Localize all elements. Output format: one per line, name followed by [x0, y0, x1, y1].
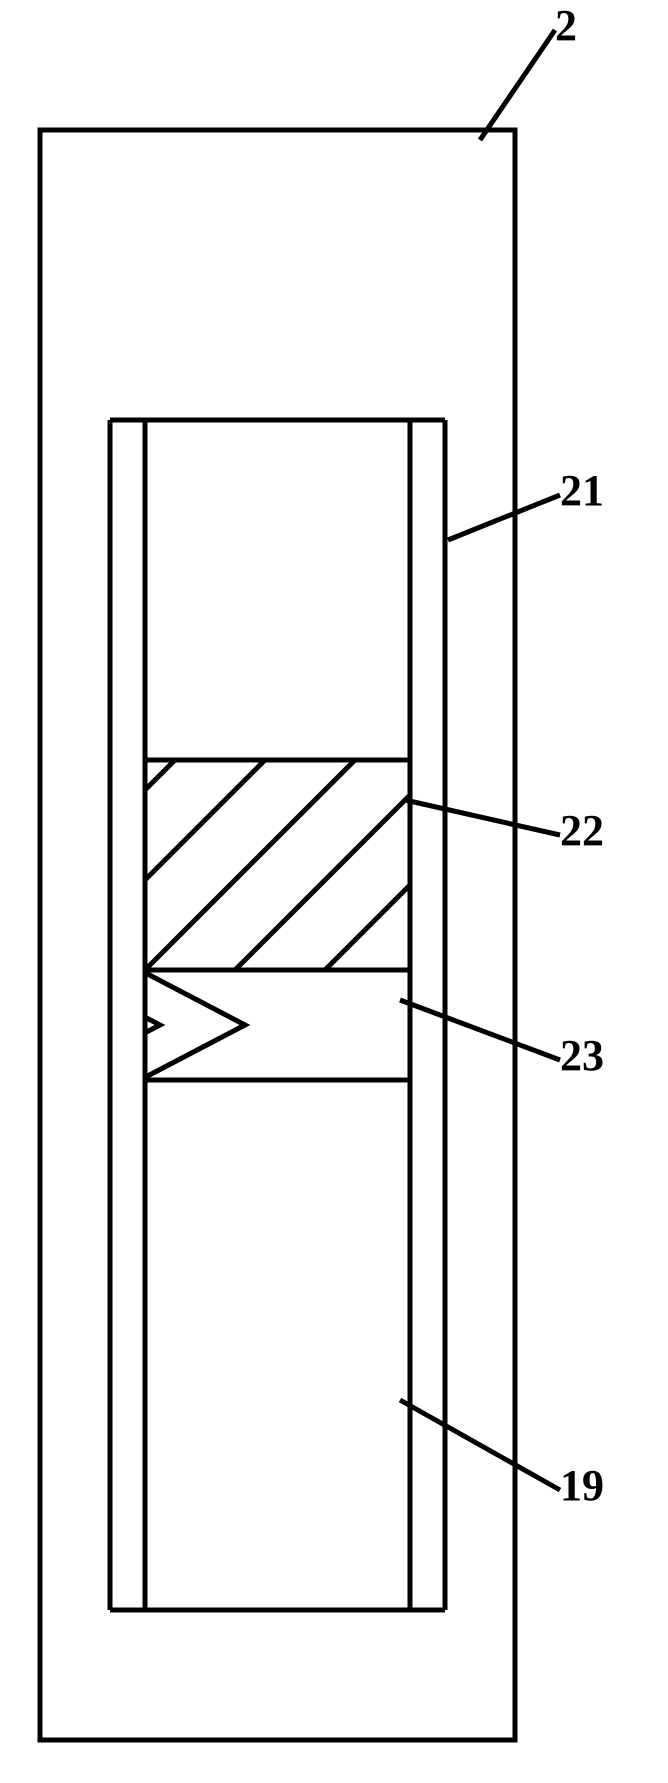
canvas-bg	[0, 0, 668, 1783]
callout-label-19: 19	[560, 1461, 604, 1510]
callout-label-2: 2	[555, 1, 577, 50]
callout-label-21: 21	[560, 466, 604, 515]
callout-label-22: 22	[560, 806, 604, 855]
callout-label-23: 23	[560, 1031, 604, 1080]
